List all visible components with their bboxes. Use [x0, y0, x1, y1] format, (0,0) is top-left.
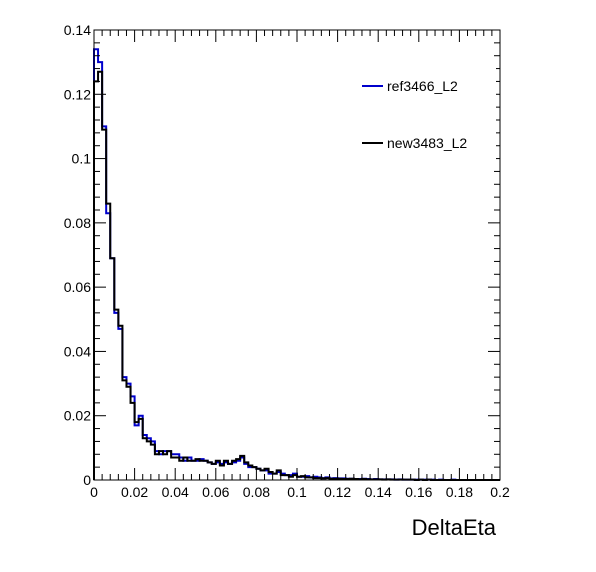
legend: ref3466_L2 new3483_L2	[358, 58, 496, 170]
legend-label: new3483_L2	[387, 135, 467, 151]
y-tick-label: 0.08	[64, 215, 91, 231]
x-tick-label: 0.02	[121, 484, 148, 500]
y-tick-label: 0	[83, 472, 91, 488]
x-tick-label: 0.04	[162, 484, 189, 500]
y-tick-label: 0.06	[64, 279, 91, 295]
x-axis-title: DeltaEta	[412, 515, 497, 540]
y-tick-label: 0.12	[64, 86, 91, 102]
legend-box	[358, 58, 496, 170]
x-tick-label: 0.2	[490, 484, 510, 500]
x-tick-label: 0.18	[446, 484, 473, 500]
y-tick-label: 0.04	[64, 343, 91, 359]
x-tick-label: 0.14	[365, 484, 392, 500]
x-axis: 0 0.02 0.04 0.06 0.08 0.1 0.12 0.14 0.16 0.18 0.2	[90, 30, 510, 500]
x-tick-label: 0.16	[405, 484, 432, 500]
x-tick-label: 0.08	[243, 484, 270, 500]
legend-label: ref3466_L2	[387, 78, 458, 94]
x-tick-label: 0.06	[202, 484, 229, 500]
x-tick-label: 0	[90, 484, 98, 500]
y-axis: 0 0.02 0.04 0.06 0.08 0.1 0.12 0.14	[64, 22, 500, 488]
x-tick-label: 0.1	[287, 484, 307, 500]
y-tick-label: 0.02	[64, 408, 91, 424]
y-tick-label: 0.1	[72, 151, 92, 167]
x-tick-label: 0.12	[324, 484, 351, 500]
y-tick-label: 0.14	[64, 22, 91, 38]
